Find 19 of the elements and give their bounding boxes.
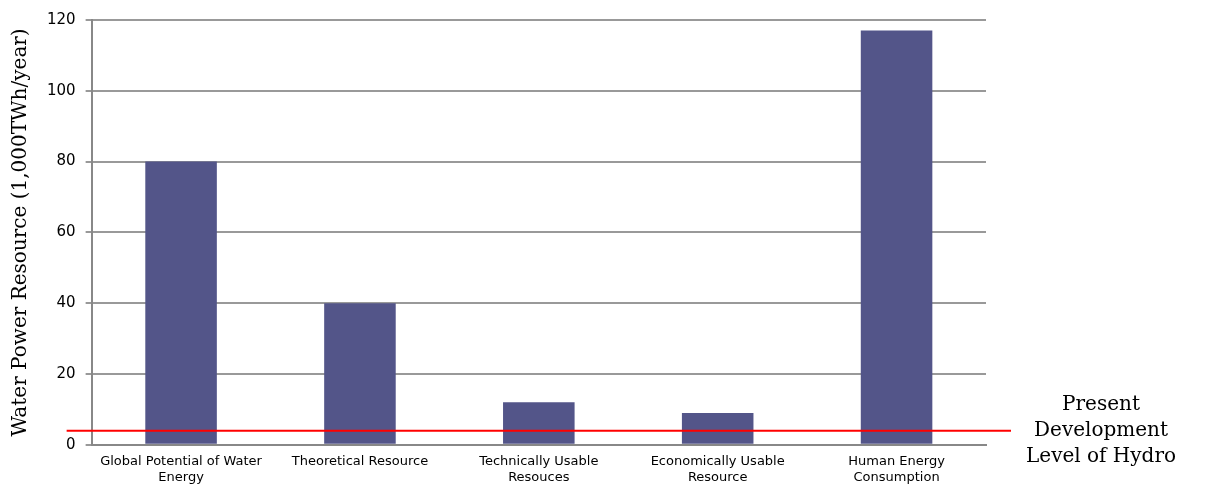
- bar: [681, 412, 754, 444]
- bar: [503, 402, 575, 444]
- x-tick-label: Global Potential of Water Energy: [100, 452, 263, 484]
- y-tick-label: 80: [56, 151, 76, 170]
- x-tick-label: Technically Usable Resouces: [478, 452, 599, 484]
- bar: [324, 303, 396, 444]
- y-tick-label: 100: [46, 80, 76, 99]
- x-tick-label: Economically Usable Resource: [650, 452, 785, 484]
- bar: [145, 161, 217, 444]
- y-tick-label: 0: [66, 434, 76, 453]
- bar: [860, 30, 933, 444]
- y-axis-title: Water Power Resource (1,000TWh/year): [7, 28, 32, 437]
- y-tick-label: 20: [56, 363, 76, 382]
- y-tick-label: 40: [56, 293, 76, 312]
- x-tick-label: Human Energy Consumption: [848, 452, 946, 484]
- y-tick-label: 120: [46, 9, 76, 28]
- ref-line-label: Present Development Level of Hydro: [1026, 390, 1176, 467]
- x-tick-label: Theoretical Resource: [290, 452, 429, 468]
- y-tick-label: 60: [56, 222, 76, 241]
